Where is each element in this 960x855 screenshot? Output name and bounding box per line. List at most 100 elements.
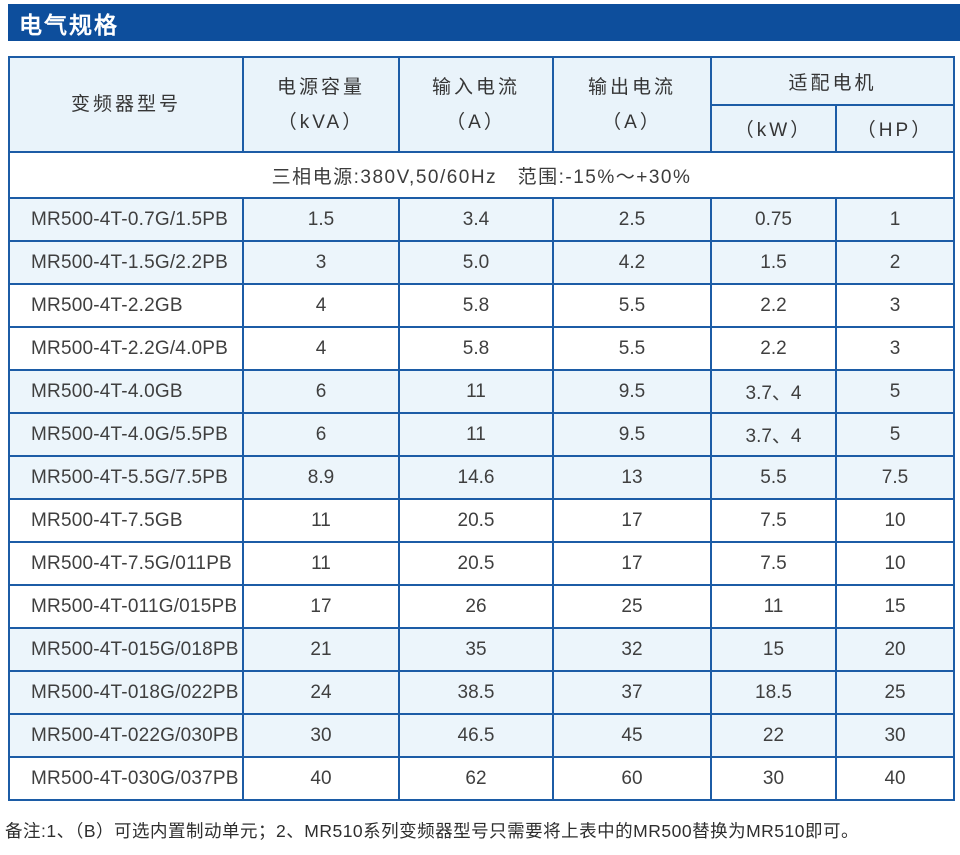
table-row: MR500-4T-015G/018PB 21 35 32 15 20 (8, 627, 956, 672)
table-row: MR500-4T-4.0GB 6 11 9.5 3.7、4 5 (8, 369, 956, 414)
input-current-cell: 5.8 (398, 326, 554, 371)
model-cell: MR500-4T-2.2G/4.0PB (8, 326, 244, 371)
motor-kw-cell: 5.5 (710, 455, 837, 500)
motor-kw-cell: 7.5 (710, 541, 837, 586)
power-capacity-cell: 21 (242, 627, 400, 672)
motor-hp-cell: 3 (834, 326, 956, 371)
table-row: MR500-4T-1.5G/2.2PB 3 5.0 4.2 1.5 2 (8, 240, 956, 285)
motor-hp-cell: 3 (834, 283, 956, 328)
model-cell: MR500-4T-4.0GB (8, 369, 244, 414)
model-cell: MR500-4T-015G/018PB (8, 627, 244, 672)
input-current-cell: 46.5 (398, 713, 554, 758)
output-current-cell: 17 (552, 541, 712, 586)
motor-hp-cell: 15 (834, 584, 956, 629)
model-cell: MR500-4T-0.7G/1.5PB (8, 197, 244, 242)
motor-hp-cell: 20 (834, 627, 956, 672)
model-cell: MR500-4T-2.2GB (8, 283, 244, 328)
column-header-input-current: 输入电流 （A） (398, 56, 554, 153)
motor-kw-cell: 15 (710, 627, 837, 672)
motor-kw-cell: 7.5 (710, 498, 837, 543)
motor-hp-cell: 10 (834, 498, 956, 543)
column-header-output-current-unit: （A） (602, 111, 662, 133)
motor-kw-cell: 2.2 (710, 283, 837, 328)
model-cell: MR500-4T-018G/022PB (8, 670, 244, 715)
table-row: MR500-4T-2.2G/4.0PB 4 5.8 5.5 2.2 3 (8, 326, 956, 371)
table-row: MR500-4T-018G/022PB 24 38.5 37 18.5 25 (8, 670, 956, 715)
output-current-cell: 17 (552, 498, 712, 543)
power-capacity-cell: 1.5 (242, 197, 400, 242)
input-current-cell: 35 (398, 627, 554, 672)
power-capacity-cell: 40 (242, 756, 400, 801)
input-current-cell: 11 (398, 412, 554, 457)
motor-hp-cell: 10 (834, 541, 956, 586)
input-current-cell: 5.0 (398, 240, 554, 285)
column-header-power-capacity-unit: （kVA） (277, 111, 365, 133)
motor-hp-cell: 40 (834, 756, 956, 801)
power-capacity-cell: 6 (242, 412, 400, 457)
power-supply-note: 三相电源:380V,50/60Hz 范围:-15%～+30% (7, 151, 956, 199)
table-row: MR500-4T-011G/015PB 17 26 25 11 15 (8, 584, 956, 629)
table-row: MR500-4T-7.5GB 11 20.5 17 7.5 10 (8, 498, 956, 543)
input-current-cell: 5.8 (398, 283, 554, 328)
column-header-input-current-label: 输入电流 (431, 76, 520, 98)
model-cell: MR500-4T-7.5GB (8, 498, 244, 543)
spec-table: 变频器型号 电源容量 （kVA） 输入电流 （A） 输出电流 （A） 适配电机 (7, 56, 956, 801)
motor-kw-cell: 0.75 (710, 197, 837, 242)
motor-hp-cell: 1 (834, 197, 956, 242)
column-header-power-capacity-label: 电源容量 (276, 76, 365, 98)
model-cell: MR500-4T-022G/030PB (8, 713, 244, 758)
output-current-cell: 9.5 (552, 412, 712, 457)
column-header-motor-kw: （kW） (710, 104, 837, 153)
model-cell: MR500-4T-1.5G/2.2PB (8, 240, 244, 285)
column-header-output-current-label: 输出电流 (587, 76, 676, 98)
motor-kw-cell: 3.7、4 (710, 369, 837, 414)
motor-hp-cell: 5 (834, 369, 956, 414)
table-row: MR500-4T-4.0G/5.5PB 6 11 9.5 3.7、4 5 (8, 412, 956, 457)
input-current-cell: 20.5 (398, 541, 554, 586)
power-capacity-cell: 11 (242, 541, 400, 586)
table-row: MR500-4T-7.5G/011PB 11 20.5 17 7.5 10 (8, 541, 956, 586)
output-current-cell: 13 (552, 455, 712, 500)
output-current-cell: 2.5 (552, 197, 712, 242)
motor-hp-cell: 5 (834, 412, 956, 457)
power-capacity-cell: 8.9 (242, 455, 400, 500)
output-current-cell: 9.5 (552, 369, 712, 414)
spec-table-header: 变频器型号 电源容量 （kVA） 输入电流 （A） 输出电流 （A） 适配电机 (8, 56, 956, 153)
output-current-cell: 60 (552, 756, 712, 801)
power-supply-row: 三相电源:380V,50/60Hz 范围:-15%～+30% (7, 151, 956, 199)
model-cell: MR500-4T-011G/015PB (8, 584, 244, 629)
motor-kw-cell: 1.5 (710, 240, 837, 285)
column-header-power-capacity: 电源容量 （kVA） (242, 56, 400, 153)
motor-hp-cell: 30 (834, 713, 956, 758)
section-title-bar: 电气规格 (8, 4, 960, 41)
column-header-output-current: 输出电流 （A） (552, 56, 712, 153)
input-current-cell: 11 (398, 369, 554, 414)
motor-kw-cell: 18.5 (710, 670, 837, 715)
spec-table-body: 三相电源:380V,50/60Hz 范围:-15%～+30% MR500-4T-… (7, 151, 956, 801)
table-row: MR500-4T-2.2GB 4 5.8 5.5 2.2 3 (8, 283, 956, 328)
model-cell: MR500-4T-5.5G/7.5PB (8, 455, 244, 500)
output-current-cell: 45 (552, 713, 712, 758)
power-capacity-cell: 6 (242, 369, 400, 414)
column-header-input-current-unit: （A） (446, 111, 506, 133)
motor-kw-cell: 11 (710, 584, 837, 629)
column-header-motor-group: 适配电机 (709, 56, 956, 106)
power-capacity-cell: 4 (242, 283, 400, 328)
motor-hp-cell: 7.5 (834, 455, 956, 500)
output-current-cell: 32 (552, 627, 712, 672)
power-capacity-cell: 24 (242, 670, 400, 715)
model-cell: MR500-4T-030G/037PB (8, 756, 244, 801)
spec-table-container: 变频器型号 电源容量 （kVA） 输入电流 （A） 输出电流 （A） 适配电机 (7, 56, 956, 801)
motor-hp-cell: 2 (834, 240, 956, 285)
table-row: MR500-4T-022G/030PB 30 46.5 45 22 30 (8, 713, 956, 758)
motor-kw-cell: 2.2 (710, 326, 837, 371)
motor-kw-cell: 3.7、4 (710, 412, 837, 457)
model-cell: MR500-4T-7.5G/011PB (8, 541, 244, 586)
motor-hp-cell: 25 (834, 670, 956, 715)
input-current-cell: 38.5 (398, 670, 554, 715)
output-current-cell: 5.5 (552, 283, 712, 328)
input-current-cell: 14.6 (398, 455, 554, 500)
column-header-model-label: 变频器型号 (70, 94, 181, 115)
motor-kw-cell: 30 (710, 756, 837, 801)
